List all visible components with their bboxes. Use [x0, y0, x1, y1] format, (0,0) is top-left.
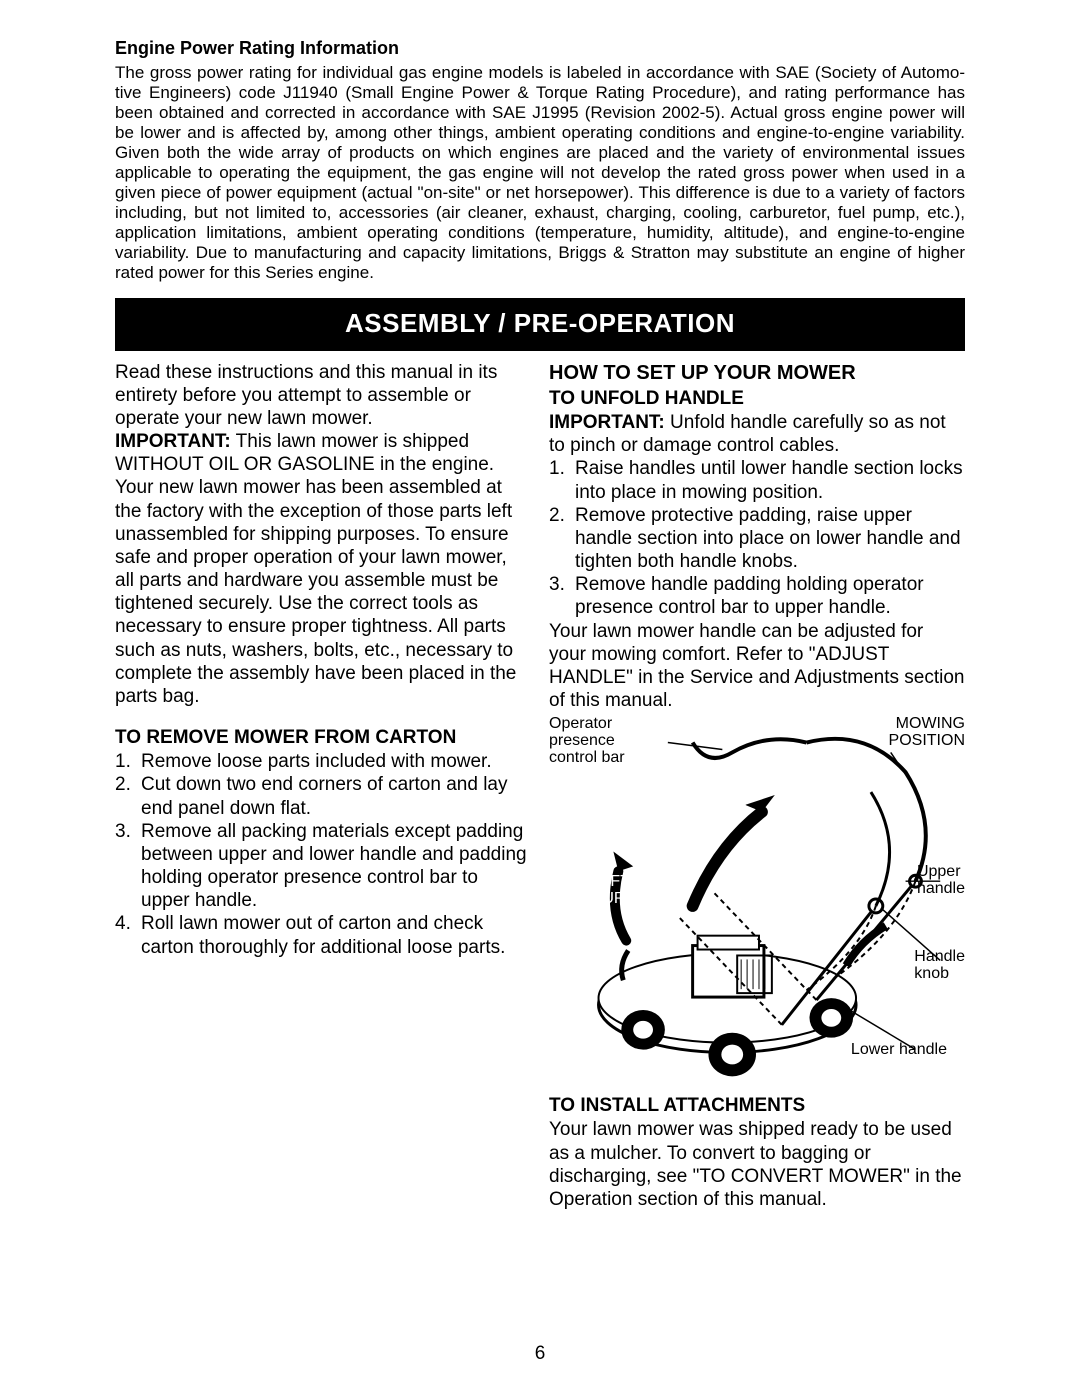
list-item: 3.Remove all packing materials except pa… [115, 820, 531, 913]
install-body: Your lawn mower was shipped ready to be … [549, 1118, 965, 1211]
step-num: 1. [549, 457, 575, 503]
step-text: Remove protective padding, raise upper h… [575, 504, 965, 574]
step-num: 1. [115, 750, 141, 773]
engine-rating-section: Engine Power Rating Information The gros… [115, 38, 965, 284]
step-text: Remove handle padding holding operator p… [575, 573, 965, 619]
step-text: Remove loose parts included with mower. [141, 750, 492, 773]
step-num: 3. [115, 820, 141, 913]
unfold-steps: 1.Raise handles until lower handle secti… [549, 457, 965, 619]
left-column: Read these instructions and this manual … [115, 361, 531, 1212]
right-important: IMPORTANT: Unfold handle carefully so as… [549, 411, 965, 457]
left-intro: Read these instructions and this manual … [115, 361, 531, 431]
step-text: Cut down two end corners of carton and l… [141, 773, 531, 819]
step-text: Roll lawn mower out of carton and check … [141, 912, 531, 958]
mower-diagram: Operatorpresencecontrol bar MOWINGPOSITI… [549, 716, 965, 1086]
unfold-heading: TO UNFOLD HANDLE [549, 387, 965, 410]
important-label: IMPORTANT: [549, 412, 665, 433]
label-lift1: LIFTUP [719, 784, 752, 818]
list-item: 1.Raise handles until lower handle secti… [549, 457, 965, 503]
list-item: 1.Remove loose parts included with mower… [115, 750, 531, 773]
step-text: Raise handles until lower handle section… [575, 457, 965, 503]
install-heading: TO INSTALL ATTACHMENTS [549, 1094, 965, 1117]
step-num: 2. [549, 504, 575, 574]
page-number: 6 [0, 1343, 1080, 1365]
left-important: IMPORTANT: This lawn mower is shipped WI… [115, 430, 531, 476]
right-column: HOW TO SET UP YOUR MOWER TO UNFOLD HANDL… [549, 361, 965, 1212]
remove-steps: 1.Remove loose parts included with mower… [115, 750, 531, 959]
left-para2: Your new lawn mower has been assembled a… [115, 476, 531, 708]
list-item: 2.Remove protective padding, raise upper… [549, 504, 965, 574]
label-lift2: LIFTUP [597, 874, 630, 908]
label-knob: Handleknob [914, 949, 965, 983]
label-upper: Upperhandle [917, 864, 965, 898]
list-item: 3.Remove handle padding holding operator… [549, 573, 965, 619]
two-column-layout: Read these instructions and this manual … [115, 361, 965, 1212]
step-num: 3. [549, 573, 575, 619]
step-num: 4. [115, 912, 141, 958]
right-para2: Your lawn mower handle can be adjusted f… [549, 620, 965, 713]
label-lower: Lower handle [851, 1042, 947, 1059]
label-mowing: MOWINGPOSITION [889, 716, 965, 750]
important-label: IMPORTANT: [115, 431, 231, 452]
rating-body: The gross power rating for individual ga… [115, 63, 965, 284]
remove-heading: TO REMOVE MOWER FROM CARTON [115, 726, 531, 749]
list-item: 2.Cut down two end corners of carton and… [115, 773, 531, 819]
label-opc: Operatorpresencecontrol bar [549, 716, 625, 766]
step-num: 2. [115, 773, 141, 819]
rating-heading: Engine Power Rating Information [115, 38, 965, 59]
assembly-bar: ASSEMBLY / PRE-OPERATION [115, 298, 965, 351]
list-item: 4.Roll lawn mower out of carton and chec… [115, 912, 531, 958]
setup-heading: HOW TO SET UP YOUR MOWER [549, 361, 965, 385]
step-text: Remove all packing materials except padd… [141, 820, 531, 913]
